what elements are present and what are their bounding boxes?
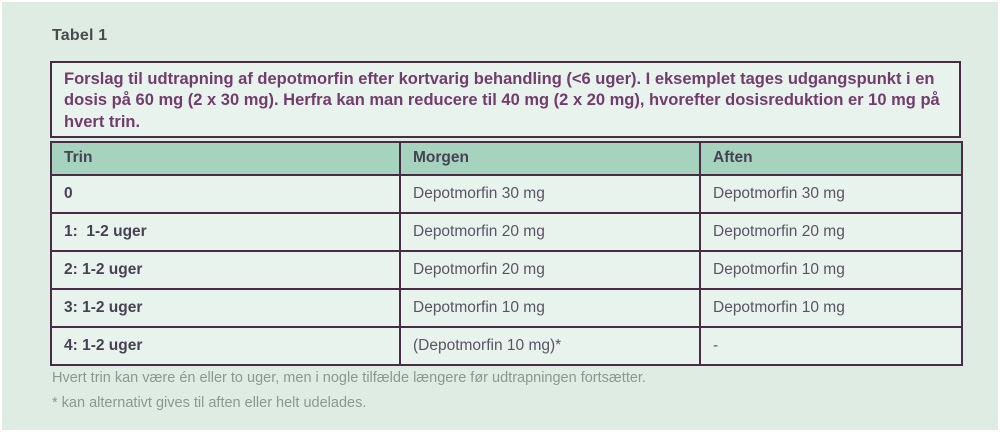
dosage-table: Trin Morgen Aften 0 Depotmorfin 30 mg De… [50, 141, 963, 366]
table-row: 0 Depotmorfin 30 mg Depotmorfin 30 mg [50, 174, 963, 214]
cell-aften: - [699, 326, 963, 366]
cell-trin: 4: 1-2 uger [50, 326, 401, 366]
column-header-trin: Trin [50, 141, 401, 176]
column-header-morgen: Morgen [399, 141, 701, 176]
cell-trin: 3: 1-2 uger [50, 288, 401, 328]
column-header-aften: Aften [699, 141, 963, 176]
cell-trin: 2: 1-2 uger [50, 250, 401, 290]
table-row: 1: 1-2 uger Depotmorfin 20 mg Depotmorfi… [50, 212, 963, 252]
cell-morgen: (Depotmorfin 10 mg)* [399, 326, 701, 366]
cell-aften: Depotmorfin 10 mg [699, 288, 963, 328]
table-description-text: Forslag til udtrapning af depotmorfin ef… [64, 70, 940, 131]
table-row: 3: 1-2 uger Depotmorfin 10 mg Depotmorfi… [50, 288, 963, 328]
table-header-row: Trin Morgen Aften [50, 141, 963, 176]
cell-morgen: Depotmorfin 30 mg [399, 174, 701, 214]
table-description-box: Forslag til udtrapning af depotmorfin ef… [50, 61, 961, 138]
cell-morgen: Depotmorfin 10 mg [399, 288, 701, 328]
page-title: Tabel 1 [52, 27, 108, 44]
cell-aften: Depotmorfin 10 mg [699, 250, 963, 290]
cell-trin: 1: 1-2 uger [50, 212, 401, 252]
cell-morgen: Depotmorfin 20 mg [399, 212, 701, 252]
footnotes: Hvert trin kan være én eller to uger, me… [52, 369, 646, 419]
cell-trin: 0 [50, 174, 401, 214]
cell-morgen: Depotmorfin 20 mg [399, 250, 701, 290]
table-row: 4: 1-2 uger (Depotmorfin 10 mg)* - [50, 326, 963, 366]
cell-aften: Depotmorfin 30 mg [699, 174, 963, 214]
table-row: 2: 1-2 uger Depotmorfin 20 mg Depotmorfi… [50, 250, 963, 290]
footnote-asterisk: * kan alternativt gives til aften eller … [52, 395, 367, 412]
cell-aften: Depotmorfin 20 mg [699, 212, 963, 252]
footnote-step-duration: Hvert trin kan være én eller to uger, me… [52, 370, 646, 386]
